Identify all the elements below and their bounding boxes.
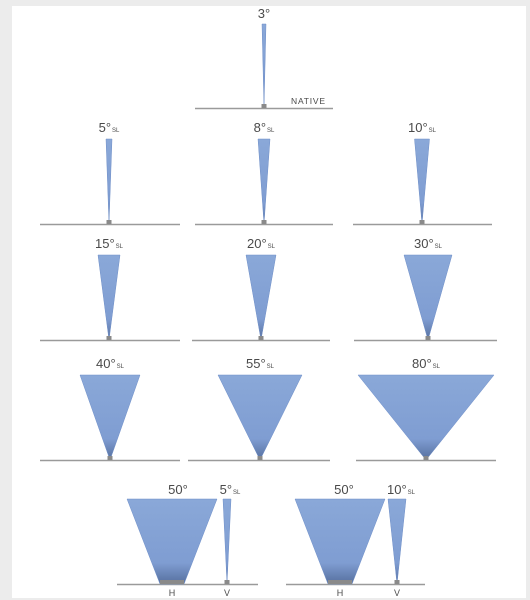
- sl-suffix: SL: [112, 128, 120, 134]
- beam-base-15: [106, 336, 112, 340]
- h-axis-label-50x10: H: [337, 588, 344, 598]
- beam-v-base-50x10: [394, 580, 400, 584]
- beam-base-3: [261, 104, 267, 108]
- beam-label-80: 80°SL: [412, 356, 441, 371]
- native-label: NATIVE: [291, 96, 326, 106]
- beam-h-cone-50x10: [294, 498, 386, 585]
- v-axis-label-50x5: V: [224, 588, 230, 598]
- sl-suffix: SL: [267, 364, 275, 370]
- beam-label-30: 30°SL: [414, 236, 443, 251]
- beam-label-10: 10°SL: [408, 120, 437, 135]
- beam-cone-40: [79, 374, 141, 461]
- beam-cone-80: [357, 374, 495, 461]
- beam-label-3: 3°: [258, 6, 270, 21]
- beam-label-20: 20°SL: [247, 236, 276, 251]
- beam-base-30: [425, 336, 431, 340]
- beam-v-cone-50x5: [222, 498, 232, 585]
- beam-h-label-50x5: 50°: [168, 482, 188, 497]
- beam-label-5: 5°SL: [99, 120, 120, 135]
- sl-suffix: SL: [433, 364, 441, 370]
- sl-suffix: SL: [429, 128, 437, 134]
- sl-suffix: SL: [408, 490, 416, 496]
- beam-cone-5: [105, 138, 113, 225]
- beam-h-base-50x5: [160, 580, 184, 584]
- beam-h-base-50x10: [328, 580, 352, 584]
- beam-cone-10: [414, 138, 430, 225]
- sl-suffix: SL: [268, 244, 276, 250]
- v-axis-label-50x10: V: [394, 588, 400, 598]
- beam-h-cone-50x5: [126, 498, 218, 585]
- beam-base-55: [257, 456, 263, 460]
- beam-label-55: 55°SL: [246, 356, 275, 371]
- beam-v-cone-50x10: [387, 498, 407, 585]
- beam-label-15: 15°SL: [95, 236, 124, 251]
- beam-label-8: 8°SL: [254, 120, 275, 135]
- beam-cone-20: [245, 254, 277, 341]
- beam-cone-30: [403, 254, 453, 341]
- beam-base-5: [106, 220, 112, 224]
- beam-cone-3: [261, 23, 267, 109]
- beam-v-base-50x5: [224, 580, 230, 584]
- beam-cone-8: [257, 138, 271, 225]
- beam-base-10: [419, 220, 425, 224]
- beam-base-8: [261, 220, 267, 224]
- beam-diagram-svg: 3° NATIVE 5°SL 8°SL 10°SL 15°SL 20°SL 30°SL 40°S…: [40, 6, 497, 598]
- beam-cone-15: [97, 254, 121, 341]
- sl-suffix: SL: [233, 490, 241, 496]
- sl-suffix: SL: [267, 128, 275, 134]
- beam-h-label-50x10: 50°: [334, 482, 354, 497]
- sl-suffix: SL: [116, 244, 124, 250]
- beam-v-label-50x5: 5°SL: [220, 482, 241, 497]
- beam-base-20: [258, 336, 264, 340]
- h-axis-label-50x5: H: [169, 588, 176, 598]
- sl-suffix: SL: [435, 244, 443, 250]
- beam-angle-diagram: 3° NATIVE 5°SL 8°SL 10°SL 15°SL 20°SL 30°SL 40°S…: [12, 6, 526, 598]
- beam-base-80: [423, 456, 429, 460]
- beam-cone-55: [217, 374, 303, 461]
- beam-base-40: [107, 456, 113, 460]
- beam-label-40: 40°SL: [96, 356, 125, 371]
- sl-suffix: SL: [117, 364, 125, 370]
- beam-v-label-50x10: 10°SL: [387, 482, 416, 497]
